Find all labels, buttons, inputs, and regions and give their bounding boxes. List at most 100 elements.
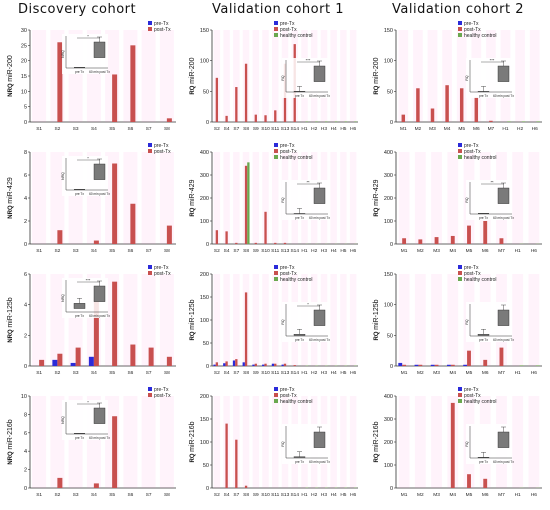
x-tick-label: S14 [290,492,299,498]
x-tick-label: S8 [164,370,170,376]
y-axis-label: RQ miR-200 [189,57,196,94]
x-tick-label: S3 [73,248,79,254]
inset-box [313,309,326,326]
chart-v1-200: 0 50 100 150 RQ miR-200 S2 S4 S7 S8 S9 S10 S11 S13 S1… [189,21,358,132]
y-axis-label: RQ miR-216b [373,421,380,462]
y-tick-label: 100 [200,59,209,65]
inset-boxplot: pre Tx 60 min post Tx *** RQ [281,58,330,98]
inset-box [313,431,326,448]
bar-pre-tx [232,360,236,366]
legend-swatch [458,149,462,153]
inset-boxplot: pre Tx 60 min post Tx *** RQ [465,58,514,98]
legend-label: healthy control [464,155,497,161]
x-tick-label: S9 [253,492,259,498]
legend-label: post-Tx [280,271,297,277]
y-tick-label: 150 [200,417,209,423]
legend-swatch [274,21,278,25]
bar-post-tx [244,292,248,366]
bar-post-tx [166,356,172,366]
inset-tick-label: pre Tx [75,314,84,318]
y-tick-label: 50 [203,463,209,469]
legend-label: healthy control [280,277,313,283]
x-tick-label: S8 [243,126,249,132]
x-tick-label: S4 [224,126,230,132]
bar-halo [330,274,337,366]
x-tick-label: H2 [311,370,317,376]
inset-box [293,456,306,458]
y-axis-label: NRQ miR-216b [7,419,14,464]
bar-halo [447,274,459,366]
legend-label: post-Tx [154,27,171,33]
x-tick-label: S7 [233,126,239,132]
bar-post-tx [483,478,488,488]
inset-y-label: NRQ [61,416,65,424]
bar-halo [159,152,174,244]
bar-post-tx [274,363,277,366]
bar-post-tx [418,239,423,244]
x-tick-label: H3 [321,126,327,132]
x-tick-label: S8 [243,248,249,254]
bar-post-tx [450,402,455,488]
y-unit: NRQ [8,82,14,97]
x-tick-label: S13 [281,492,290,498]
legend-swatch [148,265,152,269]
x-tick-label: S6 [127,492,133,498]
x-tick-label: S8 [164,126,170,132]
y-tick-label: 200 [200,394,209,400]
y-tick-label: 100 [200,219,209,225]
legend-label: pre-Tx [154,143,169,149]
bar-halo [159,30,174,122]
inset-tick-label: 60 min post Tx [309,216,330,220]
legend-label: healthy control [464,277,497,283]
inset-tick-label: 60 min post Tx [89,192,110,196]
x-tick-label: H1 [515,248,521,254]
bar-post-tx [430,108,435,122]
x-tick-label: M5 [466,248,473,254]
bar-healthy-control [325,121,328,122]
bar-halo [213,152,221,244]
bar-halo [349,396,357,488]
bar-post-tx [264,363,267,366]
inset-sig-label: *** [86,278,91,283]
inset-box [497,431,510,448]
y-unit: NRQ [8,328,14,343]
bar-post-tx [57,477,63,488]
legend-label: post-Tx [464,149,481,155]
x-tick-label: S10 [261,370,270,376]
inset-box [73,303,86,309]
y-tick-label: 4 [24,303,27,309]
inset-boxplot: pre Tx 60 min post Tx * NRQ [61,400,110,440]
x-tick-label: H5 [340,248,346,254]
x-tick-label: S4 [91,492,97,498]
bar-post-tx [93,297,99,366]
y-tick-label: 15 [21,74,27,80]
bar-pre-tx [463,364,468,366]
chart-v2-429: 0 100 200 300 400 RQ miR-429 M1 M2 M3 M4 M5 M6 M7 H1 H… [373,143,542,254]
bar-halo [213,396,221,488]
legend-label: post-Tx [280,393,297,399]
chart-v2-125b: 0 50 100 150 RQ miR-125b M1 M2 M3 M4 M5 M6 M7 H1 H6 pr… [373,265,542,376]
bar-post-tx [293,365,296,366]
bar-pre-tx [242,362,245,366]
inset-y-label: RQ [465,197,469,203]
bar-halo [398,152,410,244]
legend-swatch [148,143,152,147]
legend-swatch [458,33,462,37]
bar-post-tx [274,110,277,122]
bar-post-tx [445,85,449,122]
y-unit: RQ [190,84,196,95]
bar-post-tx [450,364,455,366]
x-tick-label: S7 [233,370,239,376]
bar-post-tx [450,235,455,244]
x-tick-label: H6 [350,248,356,254]
y-tick-label: 0 [390,486,393,492]
inset-boxplot: pre Tx 60 min post Tx *** NRQ [61,278,110,318]
x-tick-label: M3 [429,126,436,132]
bar-pre-tx [414,364,419,366]
x-tick-label: H5 [340,492,346,498]
inset-box [93,41,106,58]
bar-post-tx [112,74,118,122]
x-tick-label: M4 [444,126,451,132]
legend-swatch [274,271,278,275]
